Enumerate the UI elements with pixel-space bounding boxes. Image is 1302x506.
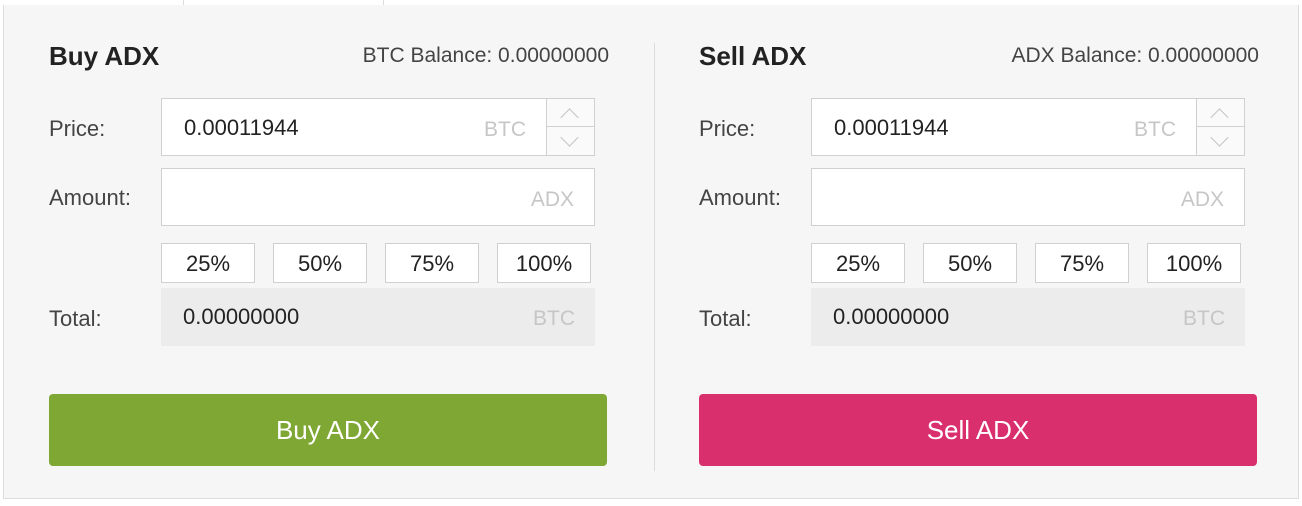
sell-price-label: Price:: [699, 116, 756, 141]
buy-form: Buy ADX BTC Balance: 0.00000000 Price: 0…: [49, 5, 609, 499]
buy-price-label: Price:: [49, 116, 106, 141]
sell-adx-button[interactable]: Sell ADX: [699, 394, 1257, 466]
buy-price-decrement-button[interactable]: [547, 127, 594, 155]
buy-amount-unit: ADX: [530, 188, 574, 211]
sell-price-increment-button[interactable]: [1197, 99, 1244, 127]
sell-pct-100-button[interactable]: 100%: [1147, 243, 1241, 283]
sell-price-input[interactable]: 0.00011944 BTC: [811, 98, 1245, 156]
buy-title: Buy ADX: [49, 41, 160, 71]
chevron-up-icon: [1210, 108, 1229, 127]
sell-total-label: Total:: [699, 306, 752, 331]
buy-pct-50-button[interactable]: 50%: [273, 243, 367, 283]
buy-adx-button[interactable]: Buy ADX: [49, 394, 607, 466]
buy-amount-label: Amount:: [49, 185, 131, 210]
chevron-down-icon: [1210, 128, 1229, 147]
buy-total-label: Total:: [49, 306, 102, 331]
sell-pct-50-button[interactable]: 50%: [923, 243, 1017, 283]
sell-pct-25-button[interactable]: 25%: [811, 243, 905, 283]
sell-total-value: 0.00000000: [833, 304, 950, 329]
buy-price-unit: BTC: [484, 118, 526, 141]
buy-pct-25-button[interactable]: 25%: [161, 243, 255, 283]
tab-divider: [383, 0, 384, 6]
sell-price-spinner: [1196, 99, 1244, 155]
sell-title: Sell ADX: [699, 41, 807, 71]
sell-total-unit: BTC: [1183, 307, 1225, 330]
buy-total-value: 0.00000000: [183, 304, 300, 329]
buy-price-spinner: [546, 99, 594, 155]
sell-amount-input[interactable]: ADX: [811, 168, 1245, 226]
sell-amount-unit: ADX: [1180, 188, 1224, 211]
buy-total-field: 0.00000000 BTC: [161, 288, 595, 346]
chevron-up-icon: [560, 108, 579, 127]
buy-total-unit: BTC: [533, 307, 575, 330]
buy-pct-100-button[interactable]: 100%: [497, 243, 591, 283]
sell-amount-label: Amount:: [699, 185, 781, 210]
sell-form: Sell ADX ADX Balance: 0.00000000 Price: …: [699, 5, 1259, 499]
btc-balance: BTC Balance: 0.00000000: [362, 44, 609, 67]
buy-amount-input[interactable]: ADX: [161, 168, 595, 226]
chevron-down-icon: [560, 128, 579, 147]
adx-balance: ADX Balance: 0.00000000: [1011, 44, 1259, 67]
buy-price-input[interactable]: 0.00011944 BTC: [161, 98, 595, 156]
trade-panel: Buy ADX BTC Balance: 0.00000000 Price: 0…: [3, 5, 1299, 499]
tab-divider: [183, 0, 184, 6]
sell-price-value: 0.00011944: [834, 115, 949, 140]
sell-price-unit: BTC: [1134, 118, 1176, 141]
buy-pct-75-button[interactable]: 75%: [385, 243, 479, 283]
sell-total-field: 0.00000000 BTC: [811, 288, 1245, 346]
sell-pct-75-button[interactable]: 75%: [1035, 243, 1129, 283]
panel-divider: [654, 43, 655, 471]
sell-price-decrement-button[interactable]: [1197, 127, 1244, 155]
buy-price-value: 0.00011944: [184, 115, 299, 140]
buy-price-increment-button[interactable]: [547, 99, 594, 127]
